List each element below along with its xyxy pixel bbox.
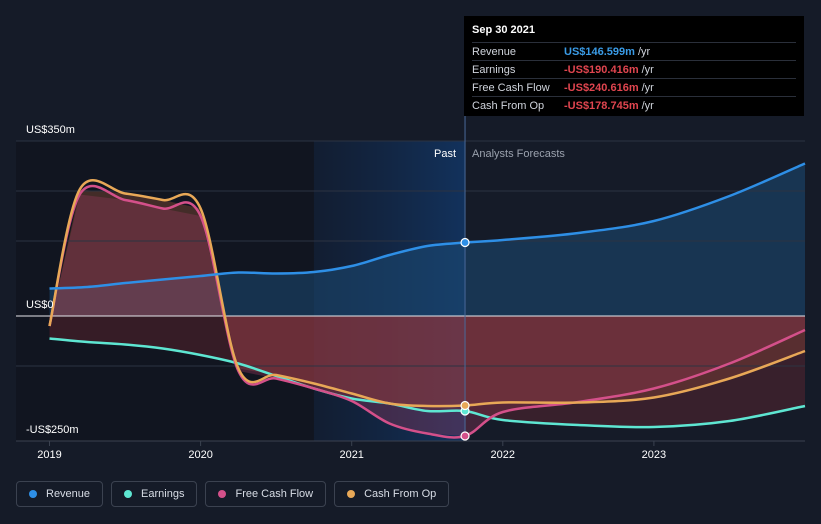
free-cash-flow-area (49, 194, 805, 436)
cash-from-op-line (48, 179, 806, 408)
legend-item-free-cash-flow[interactable]: Free Cash Flow (205, 481, 327, 507)
tooltip-value: -US$240.616m (564, 81, 639, 94)
tooltip-label: Free Cash Flow (472, 81, 550, 94)
legend-item-revenue[interactable]: Revenue (16, 481, 104, 507)
y-tick-label-bottom: -US$250m (26, 424, 79, 436)
tooltip-row-cash-from-op: Cash From Op -US$178.745m /yr (472, 96, 796, 114)
tooltip-unit: /yr (637, 45, 651, 58)
tooltip-value: -US$190.416m (564, 63, 639, 76)
free-cash-flow-marker (460, 431, 470, 441)
tooltip-label: Earnings (472, 63, 516, 76)
tooltip-value: US$146.599m (564, 45, 635, 58)
tooltip-row-earnings: Earnings -US$190.416m /yr (472, 60, 796, 78)
earnings-area (49, 316, 805, 427)
legend-label: Revenue (46, 488, 91, 500)
tooltip-value: -US$178.745m (564, 99, 639, 112)
tooltip-label: Revenue (472, 45, 517, 58)
legend-dot-icon (218, 490, 227, 498)
tooltip-row-free-cash-flow: Free Cash Flow -US$240.616m /yr (472, 78, 796, 96)
tooltip-unit: /yr (641, 81, 654, 94)
legend-dot-icon (29, 490, 37, 498)
forecast-label: Analysts Forecasts (472, 148, 565, 160)
tooltip-unit: /yr (641, 99, 654, 112)
legend: Revenue Earnings Free Cash Flow Cash Fro… (16, 481, 450, 507)
tooltip-unit: /yr (641, 63, 654, 76)
legend-dot-icon (347, 490, 356, 498)
free-cash-flow-line (48, 184, 806, 439)
legend-label: Free Cash Flow (235, 488, 314, 500)
x-tick-label: 2022 (491, 449, 515, 461)
cash-from-op-marker (460, 400, 470, 411)
y-tick-label-top: US$350m (26, 124, 75, 136)
earnings-line (49, 337, 806, 429)
legend-label: Earnings (141, 488, 185, 500)
x-tick-label: 2019 (37, 449, 61, 461)
legend-item-earnings[interactable]: Earnings (111, 481, 198, 507)
x-tick-label: 2021 (339, 449, 363, 461)
legend-dot-icon (124, 490, 133, 498)
cash-from-op-area (49, 189, 805, 406)
revenue-line (49, 162, 806, 290)
y-tick-label-zero: US$0 (26, 299, 54, 311)
tooltip: Sep 30 2021 Revenue US$146.599m /yr Earn… (464, 16, 804, 116)
legend-item-cash-from-op[interactable]: Cash From Op (334, 481, 450, 507)
tooltip-row-revenue: Revenue US$146.599m /yr (472, 42, 796, 60)
revenue-area (49, 163, 805, 316)
revenue-marker (460, 237, 470, 248)
legend-label: Cash From Op (364, 488, 437, 500)
x-tick-label: 2020 (188, 449, 212, 461)
x-tick-label: 2023 (642, 449, 666, 461)
past-label: Past (434, 148, 456, 160)
tooltip-label: Cash From Op (472, 99, 545, 112)
tooltip-date: Sep 30 2021 (472, 24, 535, 36)
